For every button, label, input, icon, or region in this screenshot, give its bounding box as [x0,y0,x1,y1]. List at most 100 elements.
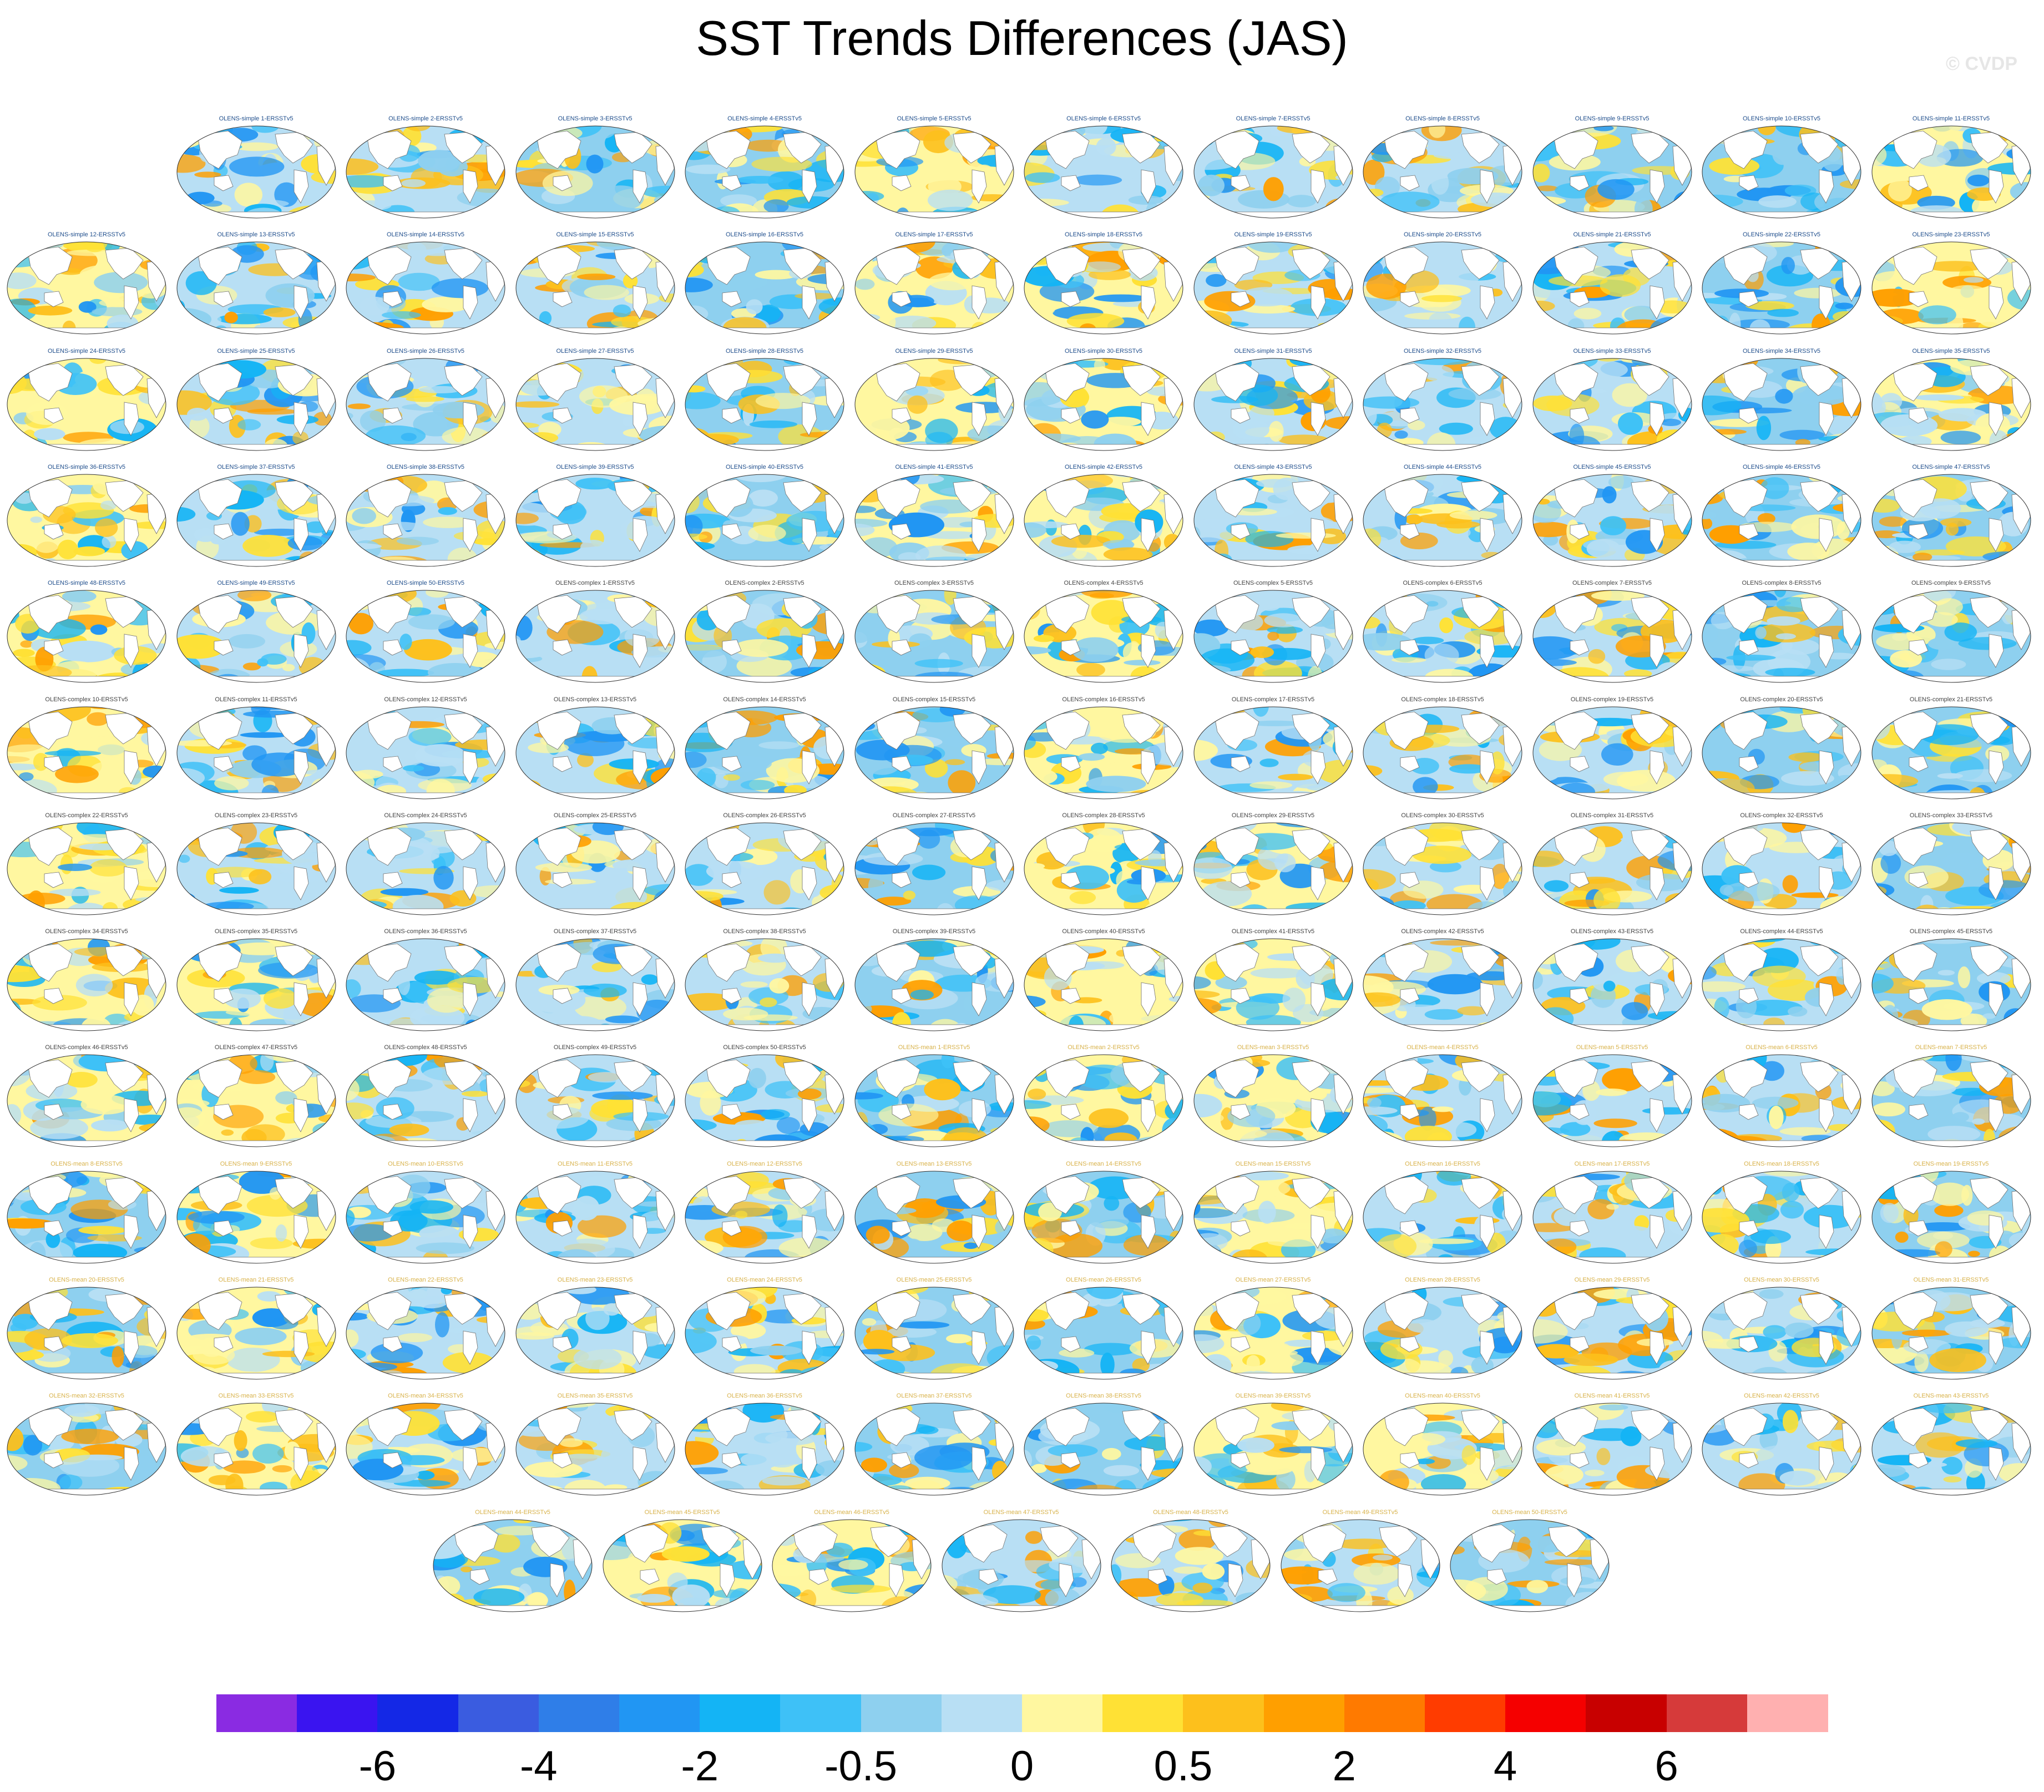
sst-trend-map [346,590,505,683]
sst-anomaly-patch [1536,358,1565,363]
sst-anomaly-patch [1330,476,1353,484]
sst-anomaly-patch [125,443,153,450]
panel-title: OLENS-complex 11-ERSSTv5 [215,696,297,703]
sst-anomaly-patch [401,179,426,188]
land-mass [972,285,986,320]
sst-trend-map [1871,241,2031,335]
sst-anomaly-patch [1828,1124,1855,1132]
sst-anomaly-patch [1638,910,1692,915]
sst-trend-map [1024,822,1183,915]
sst-anomaly-patch [1080,261,1121,273]
land-mass [27,363,73,402]
sst-anomaly-patch [854,899,878,905]
sst-anomaly-patch [539,311,552,326]
land-mass [1480,285,1495,320]
sst-anomaly-patch [193,358,214,367]
panel-title: OLENS-simple 20-ERSSTv5 [1404,231,1481,239]
sst-anomaly-patch [515,128,530,143]
sst-anomaly-patch [1702,721,1714,730]
sst-trend-map [176,1054,336,1147]
sst-anomaly-patch [2001,321,2031,335]
sst-anomaly-patch [1670,1136,1692,1147]
map-outline [1702,125,1861,219]
sst-anomaly-patch [1662,1021,1683,1029]
sst-anomaly-patch [494,248,505,259]
panel-title: OLENS-mean 8-ERSSTv5 [50,1160,123,1167]
sst-anomaly-patch [422,296,470,313]
sst-anomaly-patch [307,900,336,915]
sst-anomaly-patch [769,978,790,994]
sst-anomaly-patch [1131,1137,1183,1147]
sst-anomaly-patch [7,554,31,566]
land-mass [294,518,308,552]
panel-title: OLENS-simple 29-ERSSTv5 [895,347,973,355]
map-panel: OLENS-simple 42-ERSSTv5 [1023,463,1185,568]
land-mass [186,792,326,799]
sst-anomaly-patch [1207,206,1221,215]
sst-anomaly-patch [1024,1010,1044,1031]
sst-trend-map [854,474,1014,567]
panel-title: OLENS-complex 16-ERSSTv5 [1062,696,1145,703]
sst-anomaly-patch [327,248,336,265]
sst-anomaly-patch [203,706,216,713]
land-mass [864,1140,1004,1147]
sst-anomaly-patch [377,669,434,677]
map-panel: OLENS-simple 5-ERSSTv5 [853,114,1015,220]
sst-anomaly-patch [1081,410,1109,429]
land-mass [1711,211,1852,218]
map-outline [1702,474,1861,567]
sst-anomaly-patch [685,392,721,409]
panel-title: OLENS-complex 13-ERSSTv5 [553,696,637,703]
map-outline [346,474,505,567]
sst-anomaly-patch [1289,474,1306,483]
sst-anomaly-patch [888,316,936,331]
panel-title: OLENS-complex 9-ERSSTv5 [1911,580,1991,587]
sst-anomaly-patch [1086,775,1146,792]
sst-anomaly-patch [423,516,473,528]
sst-anomaly-patch [352,508,376,524]
sst-anomaly-patch [580,539,606,554]
sst-anomaly-patch [1025,172,1060,183]
land-mass [383,523,403,540]
map-panel: OLENS-complex 7-ERSSTv5 [1531,579,1693,684]
sst-anomaly-patch [1532,164,1550,183]
map-panel: OLENS-complex 28-ERSSTv5 [1023,811,1185,917]
sst-anomaly-patch [622,416,636,426]
land-mass [186,676,326,683]
map-outline [1871,125,2031,219]
sst-anomaly-patch [1028,1089,1046,1100]
panel-title: OLENS-simple 14-ERSSTv5 [387,231,464,239]
map-outline [1193,125,1353,219]
sst-anomaly-patch [1702,395,1742,416]
panel-title: OLENS-complex 19-ERSSTv5 [1570,696,1654,703]
land-mass [536,246,581,285]
map-panel: OLENS-complex 43-ERSSTv5 [1531,927,1693,1032]
sst-anomaly-patch [1714,710,1737,716]
land-mass [694,908,835,915]
sst-anomaly-patch [1109,1009,1166,1027]
sst-trend-map [685,822,844,915]
land-mass [186,908,326,915]
sst-anomaly-patch [685,242,711,259]
panel-title: OLENS-simple 10-ERSSTv5 [1743,115,1820,122]
panel-title: OLENS-mean 1-ERSSTv5 [898,1044,970,1051]
sst-trend-map [346,1171,505,1264]
sst-anomaly-patch [1429,126,1446,138]
sst-trend-map [854,125,1014,219]
sst-trend-map [515,1171,675,1264]
land-mass [892,523,912,540]
sst-trend-map [176,938,336,1031]
panel-title: OLENS-simple 17-ERSSTv5 [895,231,973,239]
sst-anomaly-patch [591,1091,653,1100]
sst-anomaly-patch [1616,770,1676,792]
sst-anomaly-patch [854,939,889,949]
panel-title: OLENS-simple 8-ERSSTv5 [1405,115,1480,122]
sst-anomaly-patch [1794,288,1841,299]
sst-anomaly-patch [1917,305,1956,325]
sst-anomaly-patch [1765,667,1815,677]
sst-trend-map [515,241,675,335]
land-mass [27,595,73,634]
land-mass [1033,1140,1174,1147]
map-outline [1532,241,1692,335]
land-mass [1033,444,1174,450]
